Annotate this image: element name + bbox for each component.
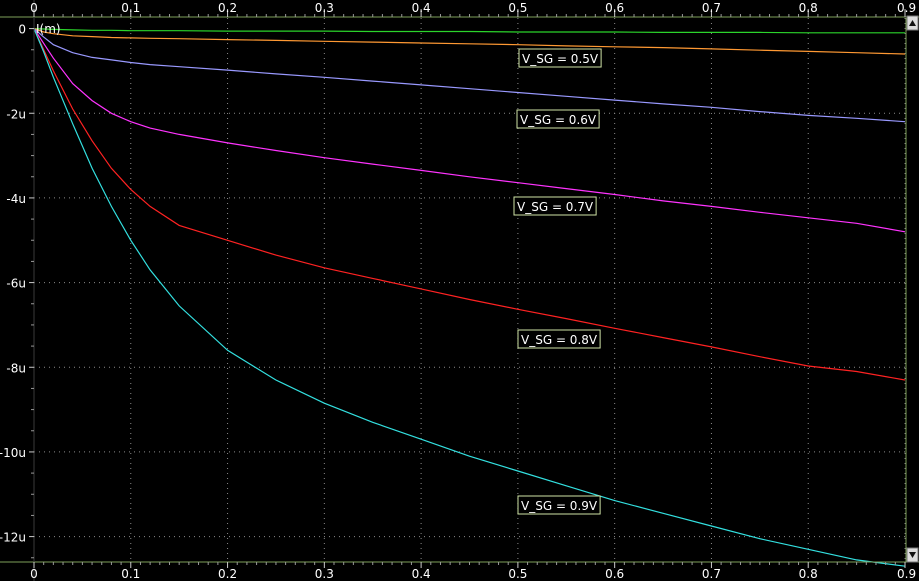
series-line-4	[33, 28, 906, 381]
annotation-layer: V_SG = 0.5V V_SG = 0.6V V_SG = 0.7V V_SG = …	[513, 48, 602, 515]
y-tick-label: -4u	[6, 192, 26, 206]
curve-label: V_SG = 0.6V	[516, 109, 600, 129]
y-tick-label: -12u	[0, 531, 26, 545]
curve-label-text: V_SG = 0.7V	[517, 200, 594, 214]
curve-label-box	[517, 495, 601, 515]
x-tick-label-top: 0.3	[315, 1, 334, 15]
y-tick-label: -10u	[0, 446, 26, 460]
x-tick-label-top: 0.7	[702, 1, 721, 15]
x-tick-label-top: 0.4	[412, 1, 431, 15]
curve-label: V_SG = 0.9V	[517, 495, 601, 515]
curve-label-box	[517, 329, 601, 349]
x-tick-label-bottom: 0.8	[799, 567, 818, 581]
scroll-down-button[interactable]	[906, 547, 919, 563]
curve-label-box	[513, 196, 597, 216]
series-line-5	[33, 28, 906, 567]
x-tick-label-bottom: 0.2	[218, 567, 237, 581]
curve-label-box	[518, 48, 602, 68]
x-tick-label-top: 0.2	[218, 1, 237, 15]
curve-label-text: V_SG = 0.5V	[522, 52, 599, 66]
y-tick-label: -8u	[6, 361, 26, 375]
y-tick-label: 0	[18, 23, 26, 37]
x-tick-label-bottom: 0.1	[121, 567, 140, 581]
curve-label-text: V_SG = 0.9V	[521, 499, 598, 513]
x-tick-label-top: 0.1	[121, 1, 140, 15]
grid-layer	[34, 18, 906, 562]
x-tick-label-bottom: 0.3	[315, 567, 334, 581]
x-tick-label-bottom: 0.4	[412, 567, 431, 581]
series-layer	[33, 28, 906, 567]
curve-label-box	[516, 109, 600, 129]
x-tick-label-top: 0.5	[508, 1, 527, 15]
chevron-up-icon	[909, 20, 916, 26]
x-tick-label-top: 0.6	[605, 1, 624, 15]
x-tick-label-top: 0.9	[897, 1, 916, 15]
x-tick-label-bottom: 0	[30, 567, 38, 581]
x-tick-label-bottom: 0.6	[605, 567, 624, 581]
series-line-3	[33, 28, 906, 233]
y-axis-label: I(m)	[36, 22, 61, 36]
x-tick-label-top: 0.8	[799, 1, 818, 15]
x-tick-label-bottom: 0.9	[897, 567, 916, 581]
series-line-0	[33, 28, 905, 34]
x-tick-label-top: 0	[30, 1, 38, 15]
curve-label-text: V_SG = 0.6V	[520, 113, 597, 127]
series-line-1	[33, 28, 906, 55]
series-line-2	[33, 28, 906, 123]
y-tick-label: -6u	[6, 277, 26, 291]
y-tick-label: -2u	[6, 107, 26, 121]
curve-label: V_SG = 0.7V	[513, 196, 597, 216]
curve-label-text: V_SG = 0.8V	[521, 333, 598, 347]
curve-label: V_SG = 0.8V	[517, 329, 601, 349]
x-tick-label-bottom: 0.5	[508, 567, 527, 581]
x-tick-label-bottom: 0.7	[702, 567, 721, 581]
curve-label: V_SG = 0.5V	[518, 48, 602, 68]
scroll-up-button[interactable]	[906, 15, 919, 31]
chevron-down-icon	[909, 552, 916, 558]
